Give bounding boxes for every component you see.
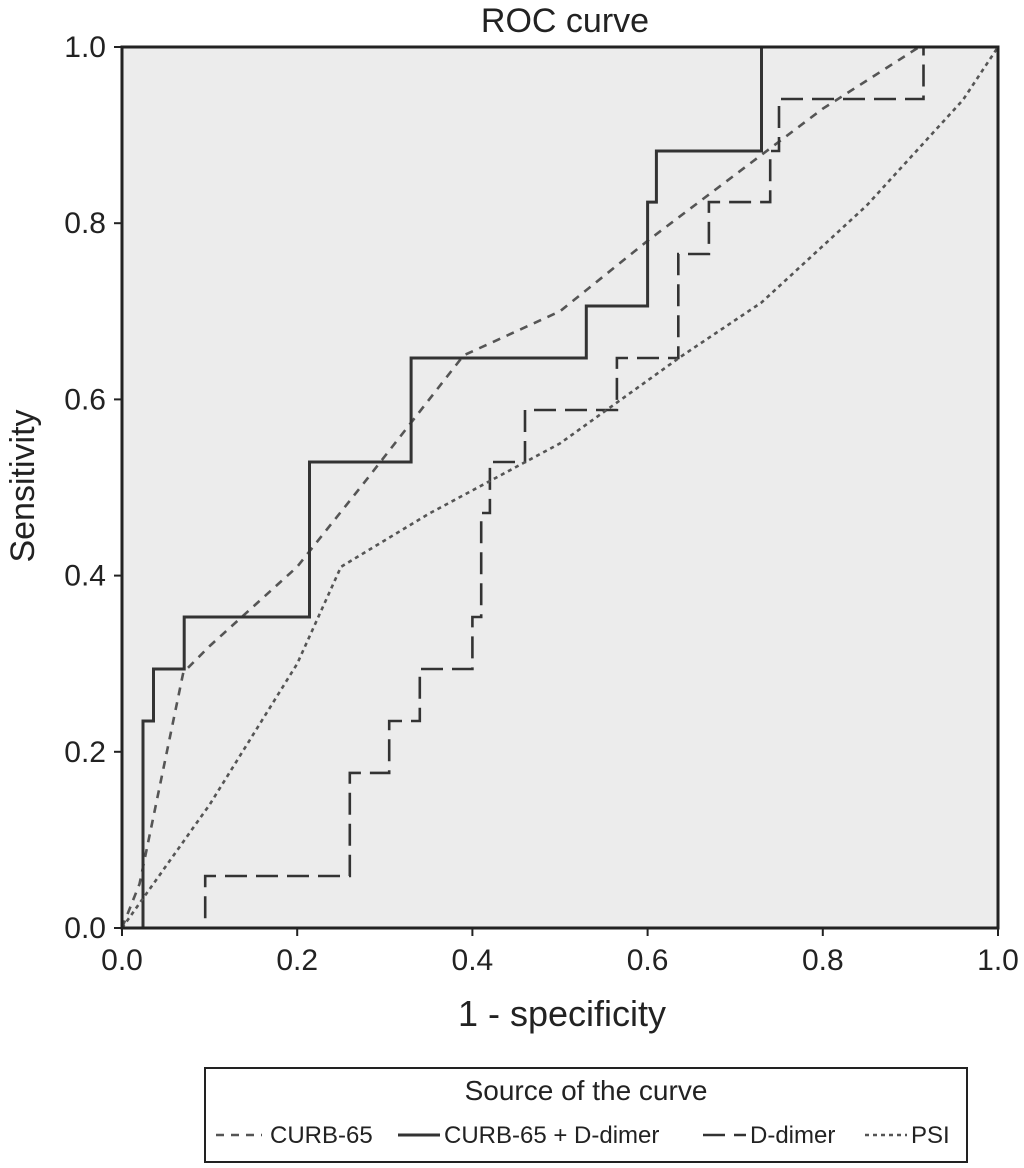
series-line-curb-65-d-dimer bbox=[122, 45, 998, 930]
legend-box bbox=[204, 1067, 968, 1163]
series-line-curb-65 bbox=[120, 45, 998, 929]
y-axis-label: Sensitivity bbox=[4, 409, 42, 562]
y-tick-label: 0.8 bbox=[64, 207, 106, 240]
x-tick-label: 0.6 bbox=[627, 944, 669, 977]
chart-title: ROC curve bbox=[481, 2, 649, 40]
x-tick-label: 0.8 bbox=[802, 944, 844, 977]
x-tick-label: 0.2 bbox=[276, 944, 318, 977]
series-line-psi bbox=[120, 46, 1000, 929]
legend-label-curb-65: CURB-65 bbox=[270, 1122, 373, 1149]
legend: Source of the curve CURB-65 CURB-65 + D-di… bbox=[204, 1067, 968, 1163]
legend-title: Source of the curve bbox=[465, 1075, 708, 1106]
legend-label-d-dimer: D-dimer bbox=[750, 1122, 835, 1149]
x-tick-label: 0.0 bbox=[101, 944, 143, 977]
legend-label-curb-65-d-dimer: CURB-65 + D-dimer bbox=[444, 1122, 659, 1149]
y-tick-label: 0.4 bbox=[64, 560, 106, 593]
x-tick-label: 1.0 bbox=[977, 944, 1019, 977]
y-tick-label: 0.6 bbox=[64, 383, 106, 416]
plot-frame bbox=[120, 45, 1000, 930]
y-tick-label: 0.0 bbox=[64, 912, 106, 945]
x-tick-label: 0.4 bbox=[452, 944, 494, 977]
y-tick-label: 1.0 bbox=[64, 31, 106, 64]
legend-label-psi: PSI bbox=[911, 1122, 950, 1149]
plot-background bbox=[122, 47, 998, 928]
x-axis-label: 1 - specificity bbox=[458, 993, 666, 1034]
plot-area: 0.0 0.2 0.4 0.6 0.8 1.0 0.0 0.2 0.4 0.6 0.8 1.0 bbox=[64, 31, 1019, 977]
y-tick-label: 0.2 bbox=[64, 736, 106, 769]
series-line-d-dimer bbox=[122, 45, 998, 930]
